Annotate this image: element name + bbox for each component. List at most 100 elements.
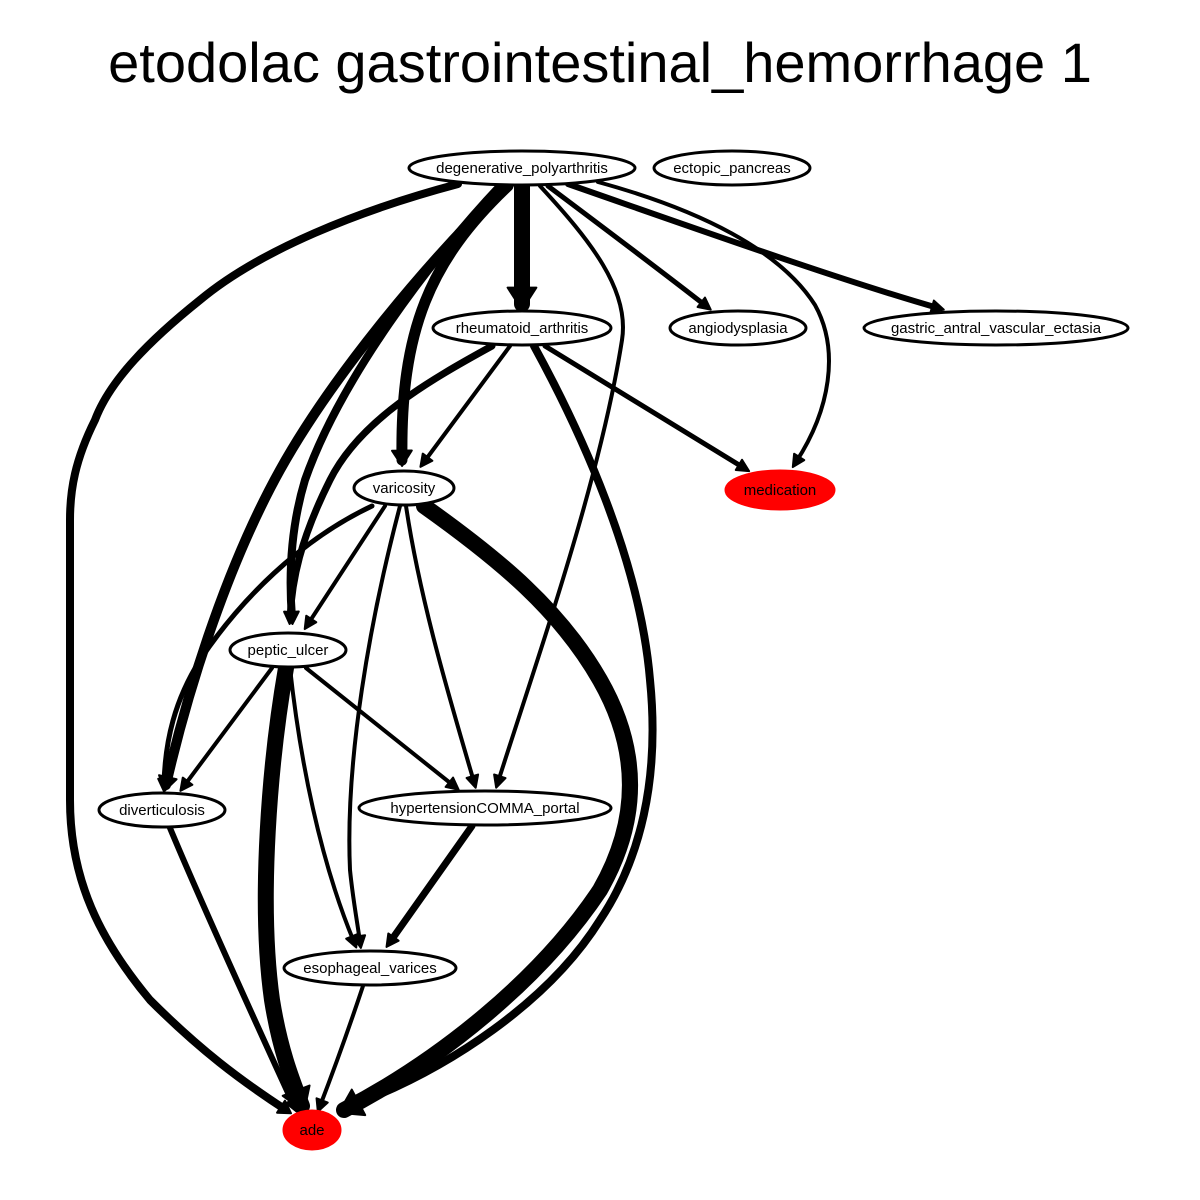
arrow-head (303, 614, 318, 631)
edge-degenerative_polyarthritis-to-medication (596, 180, 831, 469)
edge-rheumatoid_arthritis-to-peptic_ulcer (283, 342, 496, 625)
edge-peptic_ulcer-to-ade (257, 660, 311, 1114)
node-label: ade (299, 1122, 324, 1139)
edge-esophageal_varices-to-ade (315, 984, 365, 1113)
edge-hypertensionCOMMA_portal-to-esophageal_varices (385, 822, 476, 948)
node-ellipse (407, 149, 637, 187)
node-esophageal-varices: esophageal_varices (282, 949, 458, 987)
arrow-head (493, 773, 507, 789)
arrow-head (315, 1097, 329, 1113)
arrow-head (444, 776, 460, 791)
arrow-head (506, 286, 538, 311)
arrow-head (285, 1097, 298, 1113)
edge-line (257, 660, 310, 1114)
arrow-head (337, 1088, 367, 1117)
edge-line (422, 344, 512, 464)
edge-line (161, 503, 375, 788)
node-label: rheumatoid_arthritis (456, 320, 589, 337)
node-ellipse (357, 789, 613, 827)
edge-line (161, 181, 510, 790)
edge-degenerative_polyarthritis-to-hypertensionCOMMA_portal (493, 184, 625, 789)
edge-varicosity-to-hypertensionCOMMA_portal (404, 504, 480, 789)
edge-line (288, 666, 356, 944)
node-label: ectopic_pancreas (673, 160, 791, 177)
node-label: medication (744, 482, 817, 499)
node-angiodysplasia: angiodysplasia (668, 309, 808, 347)
node-hypertensioncomma-portal: hypertensionCOMMA_portal (357, 789, 613, 827)
node-label: degenerative_polyarthritis (436, 160, 608, 177)
edge-peptic_ulcer-to-esophageal_varices (288, 666, 359, 949)
edge-line (496, 184, 625, 784)
edge-peptic_ulcer-to-diverticulosis (179, 666, 274, 792)
edge-rheumatoid_arthritis-to-medication (542, 343, 751, 473)
node-gastric-antral-vascular-ectasia: gastric_antral_vascular_ectasia (862, 309, 1130, 347)
edge-rheumatoid_arthritis-to-varicosity (419, 344, 512, 468)
node-label: hypertensionCOMMA_portal (390, 800, 579, 817)
edge-line (542, 343, 747, 471)
edge-line (545, 183, 709, 309)
edge-degenerative_polyarthritis-to-rheumatoid_arthritis (506, 178, 538, 312)
node-ellipse (668, 309, 808, 347)
edge-degenerative_polyarthritis-to-angiodysplasia (545, 183, 712, 311)
arrow-head (734, 458, 751, 473)
edge-line (304, 666, 456, 788)
edge-line (182, 666, 274, 788)
edge-line (66, 180, 462, 1114)
arrow-head (791, 452, 806, 469)
arrow-head (157, 777, 172, 792)
node-ellipse (431, 309, 613, 347)
arrow-head (179, 776, 194, 792)
edge-line (318, 984, 365, 1108)
arrow-head (283, 610, 298, 625)
node-ectopic-pancreas: ectopic_pancreas (652, 149, 812, 187)
node-ade: ade (282, 1109, 342, 1151)
node-diverticulosis: diverticulosis (97, 791, 227, 829)
edge-varicosity-to-ade (336, 498, 638, 1118)
node-ellipse (228, 631, 348, 669)
edge-line (336, 498, 638, 1118)
arrow-head (696, 296, 712, 311)
node-label: gastric_antral_vascular_ectasia (891, 320, 1102, 337)
arrow-head (276, 1099, 293, 1115)
node-label: diverticulosis (119, 802, 205, 819)
edges-layer (66, 178, 945, 1118)
edge-varicosity-to-esophageal_varices (347, 504, 402, 949)
edge-line (386, 822, 476, 946)
arrow-head (465, 773, 480, 789)
arrow-head (345, 933, 359, 949)
edge-line (404, 504, 476, 784)
edge-line (286, 342, 496, 622)
node-peptic-ulcer: peptic_ulcer (228, 631, 348, 669)
node-rheumatoid-arthritis: rheumatoid_arthritis (431, 309, 613, 347)
edge-line (596, 180, 831, 464)
node-degenerative-polyarthritis: degenerative_polyarthritis (407, 149, 637, 187)
node-ellipse (862, 309, 1130, 347)
graph-title: etodolac gastrointestinal_hemorrhage 1 (108, 31, 1092, 94)
node-label: angiodysplasia (688, 320, 788, 337)
arrow-head (419, 452, 434, 468)
node-ellipse (352, 469, 456, 507)
node-ellipse (97, 791, 227, 829)
node-ellipse (724, 469, 836, 511)
node-ellipse (282, 1109, 342, 1151)
node-varicosity: varicosity (352, 469, 456, 507)
edge-line (306, 504, 387, 626)
edge-varicosity-to-diverticulosis (157, 503, 375, 792)
edge-degenerative_polyarthritis-to-ade (66, 180, 462, 1115)
edge-diverticulosis-to-ade (167, 825, 298, 1113)
arrow-head (385, 932, 400, 948)
node-label: peptic_ulcer (248, 642, 329, 659)
nodes-layer: degenerative_polyarthritis ectopic_pancre… (97, 149, 1130, 1151)
arrow-head (929, 299, 945, 314)
edge-line (347, 504, 402, 944)
edge-peptic_ulcer-to-hypertensionCOMMA_portal (304, 666, 460, 791)
node-label: esophageal_varices (303, 960, 436, 977)
node-ellipse (652, 149, 812, 187)
edge-varicosity-to-peptic_ulcer (303, 504, 387, 631)
node-ellipse (282, 949, 458, 987)
edge-line (167, 825, 297, 1109)
arrow-head (391, 449, 413, 467)
node-medication: medication (724, 469, 836, 511)
node-label: varicosity (373, 480, 436, 497)
